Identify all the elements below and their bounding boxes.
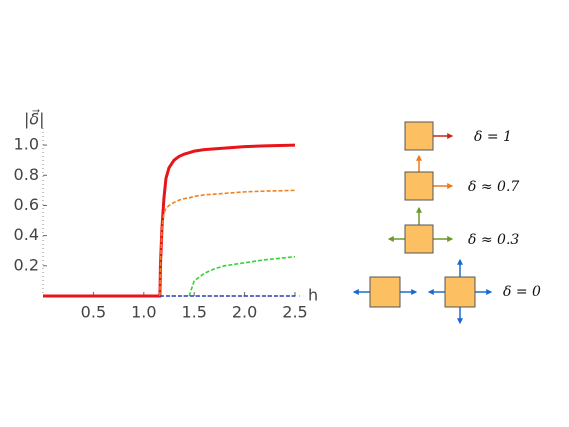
x-axis-label: h bbox=[308, 286, 318, 305]
label: δ ≈ 0.7 bbox=[468, 179, 519, 195]
x-tick-label: 0.5 bbox=[81, 303, 106, 322]
series-line bbox=[188, 255, 296, 297]
square bbox=[369, 276, 401, 308]
x-tick-label: 1.5 bbox=[181, 303, 206, 322]
x-tick-label: 2.0 bbox=[232, 303, 257, 322]
label: δ = 0 bbox=[503, 284, 541, 300]
square bbox=[404, 171, 434, 201]
x-tick-label: 1.0 bbox=[131, 303, 156, 322]
y-tick-label: 1.0 bbox=[14, 135, 39, 154]
label: δ = 1 bbox=[474, 129, 512, 145]
series-line bbox=[159, 189, 296, 297]
y-tick-label: 0.4 bbox=[14, 225, 39, 244]
series-line bbox=[43, 143, 296, 298]
x-tick-label: 2.5 bbox=[282, 303, 307, 322]
y-tick-label: 0.6 bbox=[14, 195, 39, 214]
square bbox=[404, 121, 434, 151]
label: δ ≈ 0.3 bbox=[468, 232, 519, 248]
square bbox=[404, 224, 434, 254]
y-axis-label: |δ⃗| bbox=[24, 109, 45, 129]
square bbox=[444, 276, 476, 308]
y-tick-label: 0.2 bbox=[14, 255, 39, 274]
diagram: δ = 1 δ ≈ 0.7 δ ≈ 0.3 δ = 0 bbox=[352, 121, 541, 325]
y-tick-label: 0.8 bbox=[14, 165, 39, 184]
